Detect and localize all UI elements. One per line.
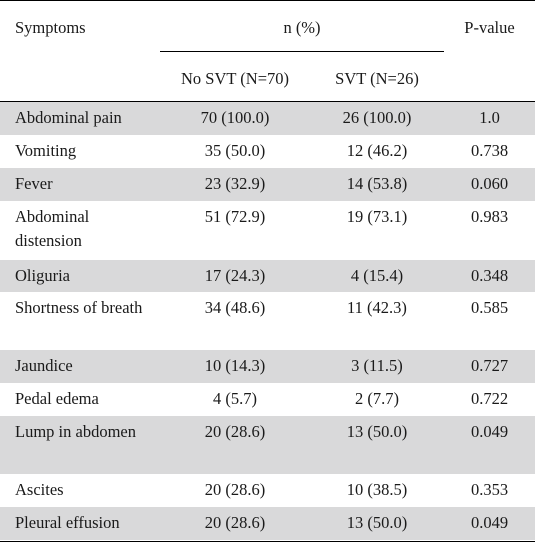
svt-cell: 11 (42.3)	[347, 298, 407, 317]
p-value-cell: 0.060	[470, 174, 509, 193]
svt-cell: 19 (73.1)	[346, 207, 408, 226]
table-row: Vomiting 35 (50.0) 12 (46.2) 0.738	[0, 135, 535, 168]
no-svt-cell: 35 (50.0)	[204, 141, 266, 160]
symptom-cell: Lump in abdomen	[15, 422, 136, 441]
table-row: Fever 23 (32.9) 14 (53.8) 0.060	[0, 168, 535, 201]
header-bottom-rule	[0, 101, 535, 102]
no-svt-cell: 51 (72.9)	[204, 207, 266, 226]
symptom-cell: Jaundice	[15, 356, 73, 375]
table-row: Oliguria 17 (24.3) 4 (15.4) 0.348	[0, 260, 535, 292]
p-value-cell: 0.722	[470, 389, 509, 408]
table-row: Abdominal distension 51 (72.9) 19 (73.1) 0.…	[0, 201, 535, 260]
table-row: Pleural effusion 20 (28.6) 13 (50.0) 0.049	[0, 507, 535, 540]
svt-cell: 13 (50.0)	[346, 513, 408, 532]
svt-cell: 12 (46.2)	[346, 141, 408, 160]
no-svt-cell: 20 (28.6)	[204, 513, 266, 532]
p-value-cell: 0.049	[470, 422, 509, 441]
p-value-cell: 0.585	[470, 298, 509, 317]
svt-cell: 2 (7.7)	[355, 389, 399, 408]
no-svt-cell: 20 (28.6)	[204, 422, 266, 441]
symptom-cell: Vomiting	[15, 141, 77, 160]
no-svt-cell: 4 (5.7)	[213, 389, 257, 408]
table-row: Lump in abdomen 20 (28.6) 13 (50.0) 0.049	[0, 416, 535, 474]
header-no-svt: No SVT (N=70)	[181, 69, 289, 88]
p-value-cell: 0.983	[470, 207, 509, 226]
p-value-cell: 1.0	[479, 108, 500, 127]
no-svt-cell: 17 (24.3)	[204, 266, 266, 285]
header-svt: SVT (N=26)	[335, 69, 419, 88]
table-row: Abdominal pain 70 (100.0) 26 (100.0) 1.0	[0, 102, 535, 135]
no-svt-cell: 10 (14.3)	[204, 356, 266, 375]
table-row: Jaundice 10 (14.3) 3 (11.5) 0.727	[0, 350, 535, 383]
header-group-rule	[160, 51, 444, 52]
table-row: Ascites 20 (28.6) 10 (38.5) 0.353	[0, 474, 535, 507]
symptom-cell: Fever	[15, 174, 53, 193]
p-value-cell: 0.738	[470, 141, 509, 160]
header-n-percent: n (%)	[283, 18, 321, 37]
no-svt-cell: 20 (28.6)	[204, 480, 266, 499]
svt-cell: 13 (50.0)	[346, 422, 408, 441]
svt-cell: 4 (15.4)	[350, 266, 404, 285]
p-value-cell: 0.353	[470, 480, 509, 499]
symptom-cell: Abdominal distension	[15, 207, 90, 250]
no-svt-cell: 70 (100.0)	[200, 108, 270, 127]
symptom-cell: Ascites	[15, 480, 64, 499]
svt-cell: 14 (53.8)	[346, 174, 408, 193]
p-value-cell: 0.049	[470, 513, 509, 532]
header-p-value: P-value	[464, 18, 515, 37]
table-row: Pedal edema 4 (5.7) 2 (7.7) 0.722	[0, 383, 535, 416]
header-symptoms: Symptoms	[15, 18, 86, 37]
p-value-cell: 0.348	[470, 266, 509, 285]
p-value-cell: 0.727	[470, 356, 509, 375]
no-svt-cell: 34 (48.6)	[204, 298, 266, 317]
table-row: Shortness of breath 34 (48.6) 11 (42.3) 0.5…	[0, 292, 535, 350]
svt-cell: 3 (11.5)	[351, 356, 403, 375]
symptom-cell: Abdominal pain	[15, 108, 122, 127]
symptom-cell: Pedal edema	[15, 389, 99, 408]
no-svt-cell: 23 (32.9)	[204, 174, 266, 193]
symptom-cell: Pleural effusion	[15, 513, 120, 532]
symptom-cell: Shortness of breath	[15, 298, 143, 317]
symptom-cell: Oliguria	[15, 266, 70, 285]
svt-cell: 26 (100.0)	[342, 108, 412, 127]
svt-cell: 10 (38.5)	[346, 480, 408, 499]
